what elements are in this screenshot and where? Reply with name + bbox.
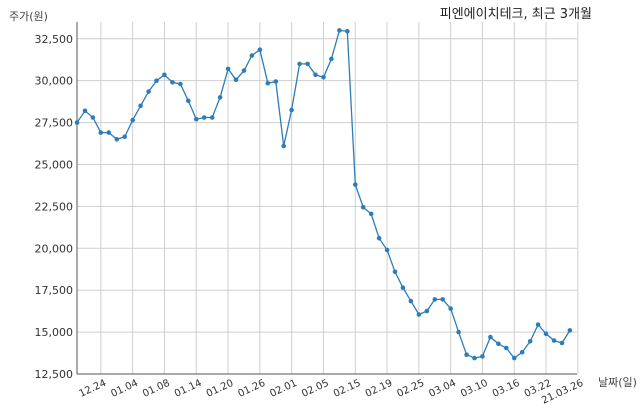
x-tick-label: 01.26 [237, 378, 268, 400]
y-tick-label: 22,500 [35, 200, 74, 213]
data-point [512, 355, 517, 361]
data-point [337, 28, 342, 33]
data-point [464, 352, 469, 358]
x-tick-label: 02.25 [396, 378, 427, 400]
data-point [480, 354, 485, 359]
data-point [400, 285, 406, 291]
data-point [186, 98, 191, 104]
x-tick-label: 01.20 [205, 378, 236, 400]
y-tick-label: 20,000 [35, 242, 74, 255]
data-point [297, 61, 302, 67]
data-point [368, 211, 374, 217]
data-point [74, 120, 80, 125]
x-tick-label: 12.24 [78, 378, 109, 400]
data-point [281, 143, 287, 149]
data-point [146, 89, 151, 94]
data-point [305, 61, 310, 67]
data-point [440, 297, 446, 302]
data-point [329, 56, 334, 62]
grid-lines [77, 22, 579, 375]
data-point [209, 115, 215, 120]
data-point [360, 204, 366, 210]
y-tick-label: 15,000 [35, 326, 74, 339]
x-tick-label: 02.15 [332, 378, 363, 400]
data-point [432, 297, 438, 302]
x-tick-label: 03.10 [459, 378, 490, 400]
data-point [519, 349, 525, 355]
data-point [178, 81, 183, 87]
data-point [448, 306, 454, 311]
data-point [353, 182, 358, 187]
data-point [170, 80, 175, 85]
y-tick-label: 32,500 [35, 33, 74, 46]
chart-title: 피엔에이치테크, 최근 3개월 [440, 7, 592, 22]
data-point [106, 130, 112, 135]
data-point [130, 117, 135, 123]
x-tick-label: 02.19 [364, 378, 395, 400]
y-axis-label: 주가(원) [9, 10, 48, 23]
y-tick-label: 17,500 [35, 284, 74, 297]
data-point [241, 68, 247, 73]
data-point [392, 269, 398, 275]
data-point [559, 340, 565, 346]
data-point [138, 103, 143, 109]
y-tick-label: 27,500 [35, 117, 74, 130]
data-point [416, 312, 422, 317]
x-tick-label: 01.14 [173, 378, 204, 400]
data-point [98, 130, 104, 135]
data-point [551, 338, 557, 343]
data-point [408, 298, 414, 304]
data-point [154, 78, 159, 83]
data-point [217, 95, 223, 100]
data-point [122, 134, 127, 140]
data-point [488, 334, 493, 340]
data-point [543, 331, 549, 337]
data-point [456, 329, 461, 335]
y-tick-labels: 12,500 15,000 17,500 20,000 22,500 25,000 27,5… [35, 33, 74, 381]
data-point [527, 339, 533, 344]
y-tick-label: 25,000 [35, 158, 74, 171]
y-tick-label: 30,000 [35, 75, 74, 88]
data-point [273, 79, 279, 84]
data-point [313, 72, 318, 78]
data-point [496, 341, 501, 347]
data-point [321, 75, 326, 80]
data-point [289, 107, 294, 113]
x-tick-label: 03.04 [427, 378, 458, 400]
data-point [162, 72, 167, 78]
data-point [424, 308, 430, 314]
data-point [567, 328, 573, 333]
data-point [535, 322, 541, 327]
price-series [74, 28, 573, 361]
x-tick-label: 01.04 [109, 378, 140, 400]
data-point [472, 355, 477, 361]
x-tick-label: 02.05 [300, 378, 331, 400]
data-point [194, 116, 199, 122]
x-tick-label: 01.08 [141, 378, 172, 400]
data-point [257, 47, 263, 52]
data-point [90, 115, 96, 120]
x-tick-label: 03.16 [491, 378, 522, 400]
x-tick-label: 02.01 [268, 378, 299, 400]
data-point [114, 137, 120, 142]
data-point [225, 66, 231, 72]
x-axis-label: 날짜(일) [598, 375, 637, 389]
data-point [82, 108, 88, 114]
data-point [384, 247, 390, 253]
data-point [376, 235, 382, 241]
data-point [249, 53, 255, 58]
x-tick-labels: 12.24 01.04 01.08 01.14 01.20 01.26 02.01 02.05… [78, 378, 586, 407]
data-point [345, 28, 350, 34]
data-point [265, 80, 271, 86]
data-point [201, 115, 207, 120]
y-tick-label: 12,500 [35, 368, 74, 381]
data-point [233, 77, 239, 83]
data-point [504, 345, 509, 351]
